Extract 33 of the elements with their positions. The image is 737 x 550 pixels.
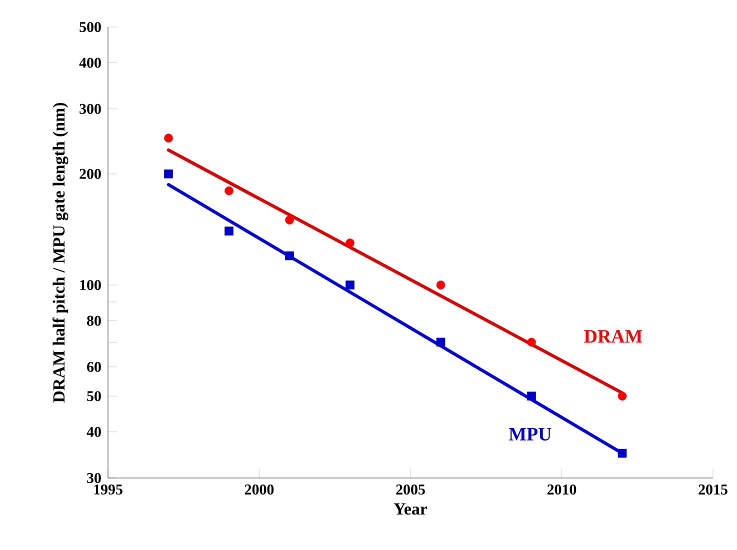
point bbox=[285, 216, 294, 224]
x-axis-title: Year bbox=[394, 503, 428, 515]
y-tick-label: 80 bbox=[87, 316, 101, 326]
text: DRAM bbox=[584, 330, 642, 343]
point bbox=[164, 169, 173, 178]
y-tick-label: 400 bbox=[79, 58, 101, 68]
point bbox=[618, 392, 627, 401]
point bbox=[527, 338, 536, 347]
y-axis-title: DRAM half pitch / MPU gate length (nm) bbox=[52, 102, 68, 402]
y-tick-label: 100 bbox=[80, 280, 101, 290]
point bbox=[436, 280, 446, 290]
x-tick-label: 2015 bbox=[698, 484, 728, 495]
point bbox=[618, 448, 627, 458]
y-tick-label: 60 bbox=[87, 362, 101, 372]
point bbox=[436, 338, 446, 347]
x-tick-label: 2010 bbox=[547, 484, 576, 495]
x-tick-label: 1995 bbox=[94, 484, 122, 495]
point bbox=[224, 226, 234, 236]
x-tick-label: 2005 bbox=[396, 484, 425, 495]
y-tick-label: 50 bbox=[87, 391, 101, 402]
point bbox=[224, 186, 234, 196]
y-tick-label: 200 bbox=[80, 168, 101, 179]
y-tick-label: 500 bbox=[80, 22, 101, 32]
point bbox=[527, 392, 536, 401]
point bbox=[164, 134, 173, 143]
y-tick-label: 40 bbox=[86, 426, 101, 437]
y-tick-label: 30 bbox=[87, 472, 101, 484]
point bbox=[346, 280, 354, 290]
point bbox=[346, 238, 354, 248]
y-tick-label: 300 bbox=[80, 104, 101, 114]
x-tick-label: 2000 bbox=[244, 484, 274, 495]
point bbox=[285, 251, 294, 260]
series-label: MPU bbox=[508, 428, 552, 441]
